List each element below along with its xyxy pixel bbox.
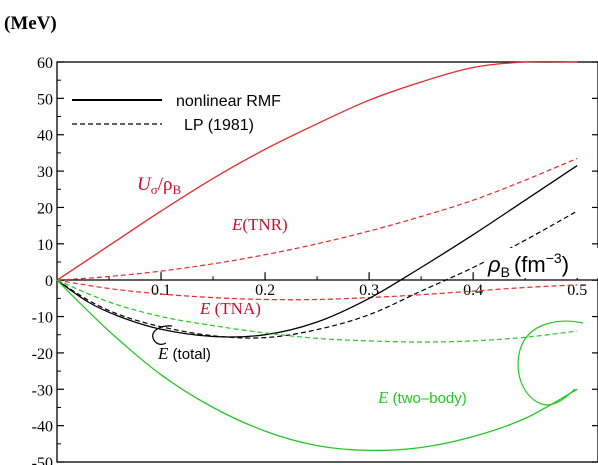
y-unit-label: (MeV) bbox=[4, 13, 57, 34]
y-tick-label: 0 bbox=[45, 273, 53, 290]
x-axis-label-close: ) bbox=[562, 252, 569, 277]
x-axis-ticks: 0.1 0.2 0.3 0.4 0.5 bbox=[108, 272, 587, 299]
series-line-u-sigma bbox=[56, 60, 578, 281]
series-line-lp-total bbox=[56, 210, 578, 339]
x-axis-label-text: ρB (fm−3) bbox=[487, 250, 569, 280]
legend-label-rmf: nonlinear RMF bbox=[176, 93, 281, 110]
y-tick-label: 30 bbox=[37, 164, 53, 181]
series-line-tnr bbox=[56, 157, 578, 281]
y-tick-label: -10 bbox=[32, 310, 53, 327]
label-u-sigma-main: U bbox=[137, 174, 152, 195]
series-line-two-body bbox=[56, 279, 578, 452]
total-loop bbox=[152, 325, 173, 345]
label-tna-rest: (TNA) bbox=[210, 299, 261, 318]
label-tnr: E(TNR) bbox=[231, 215, 288, 234]
label-tnr-rest: (TNR) bbox=[242, 215, 287, 234]
y-tick-label: 60 bbox=[37, 55, 53, 72]
x-tick-label: 0.1 bbox=[151, 282, 171, 299]
y-tick-label: -20 bbox=[32, 346, 53, 363]
x-axis-label: ρB (fm−3) bbox=[484, 248, 598, 280]
x-axis-label-symbol: ρ bbox=[487, 252, 501, 277]
x-tick-label: 0.2 bbox=[255, 282, 275, 299]
x-axis-label-bg bbox=[484, 248, 598, 278]
label-two-body-e: E bbox=[377, 388, 389, 407]
x-axis-label-exp: −3 bbox=[546, 250, 562, 266]
label-total: E (total) bbox=[157, 344, 211, 363]
label-tna-e: E bbox=[199, 299, 211, 318]
label-total-e: E bbox=[157, 344, 169, 363]
y-axis-ticks: 60 50 40 30 20 10 0 -10 -20 -30 -40 -50 bbox=[32, 55, 598, 465]
x-tick-label: 0.3 bbox=[359, 282, 379, 299]
label-u-sigma: Uσ/ρB bbox=[137, 174, 182, 197]
y-tick-label: -40 bbox=[32, 419, 53, 436]
series-line-rmf-total bbox=[56, 165, 578, 338]
y-tick-label: -30 bbox=[32, 382, 53, 399]
label-total-rest: (total) bbox=[168, 346, 211, 363]
y-tick-label: 10 bbox=[37, 237, 53, 254]
two-body-loop bbox=[517, 320, 584, 406]
y-tick-label: 40 bbox=[37, 128, 53, 145]
x-axis-label-sub: B bbox=[501, 264, 510, 280]
x-axis-label-unit: (fm bbox=[514, 252, 546, 277]
legend: nonlinear RMF LP (1981) bbox=[72, 93, 281, 134]
y-tick-label: 50 bbox=[37, 91, 53, 108]
label-u-sigma-sub2: B bbox=[173, 182, 182, 197]
y-tick-label: 20 bbox=[37, 200, 53, 217]
label-two-body: E (two–body) bbox=[377, 388, 467, 407]
series-layer bbox=[56, 60, 578, 452]
x-tick-label: 0.5 bbox=[567, 282, 587, 299]
label-u-sigma-slash: /ρ bbox=[158, 174, 173, 195]
series-line-two-body-green-dashed bbox=[56, 279, 578, 343]
label-two-body-rest: (two–body) bbox=[388, 390, 466, 407]
series-line-tna bbox=[56, 279, 578, 301]
label-tna: E (TNA) bbox=[199, 299, 261, 318]
legend-label-lp: LP (1981) bbox=[184, 117, 254, 134]
y-tick-label: -50 bbox=[32, 455, 53, 465]
label-tnr-e: E bbox=[231, 215, 243, 234]
label-u-sigma-sub1: σ bbox=[151, 182, 158, 197]
